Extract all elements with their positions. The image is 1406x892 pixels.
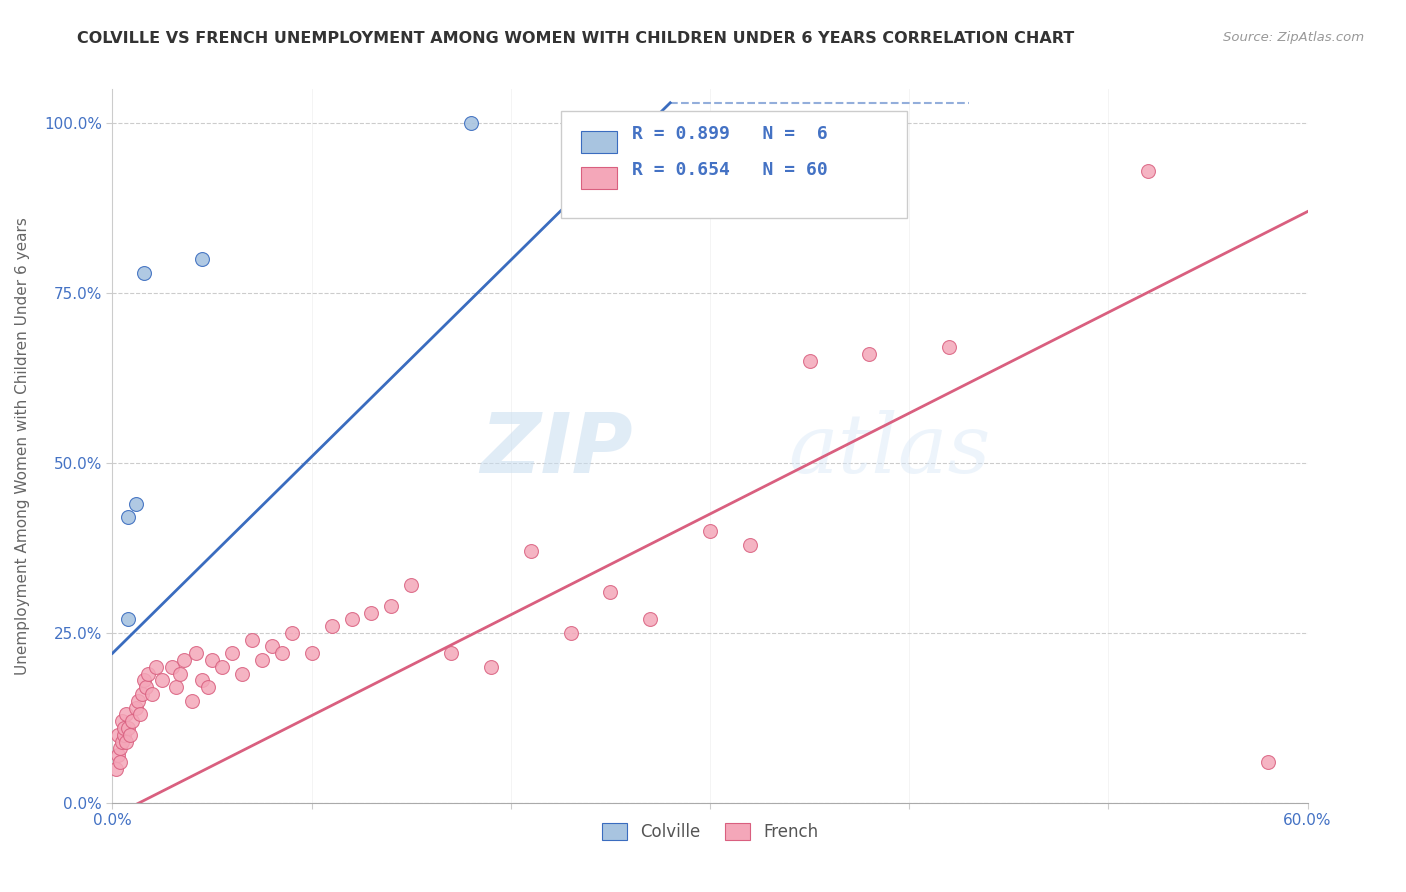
Point: [111, 714, 134, 729]
Bar: [581, 167, 617, 189]
Point: [301, 646, 323, 660]
Text: Source: ZipAtlas.com: Source: ZipAtlas.com: [1223, 31, 1364, 45]
Point: [401, 578, 423, 592]
Point: [173, 653, 195, 667]
Point: [938, 341, 960, 355]
Point: [799, 354, 821, 368]
Point: [110, 741, 132, 756]
Point: [599, 585, 621, 599]
Point: [138, 666, 160, 681]
Point: [117, 721, 139, 735]
Point: [121, 714, 143, 729]
Point: [699, 524, 721, 538]
Point: [560, 626, 582, 640]
Point: [281, 626, 304, 640]
Point: [211, 660, 233, 674]
Point: [440, 646, 463, 660]
Point: [231, 666, 253, 681]
Point: [107, 748, 129, 763]
Point: [134, 673, 156, 688]
Legend: Colville, French: Colville, French: [595, 816, 825, 848]
Point: [135, 680, 157, 694]
Point: [129, 707, 152, 722]
FancyBboxPatch shape: [561, 111, 907, 218]
Point: [321, 619, 343, 633]
Point: [360, 606, 382, 620]
Point: [111, 734, 134, 748]
Point: [127, 694, 149, 708]
Point: [738, 537, 761, 551]
Point: [479, 660, 502, 674]
Text: atlas: atlas: [787, 409, 990, 490]
Point: [114, 721, 135, 735]
Text: R = 0.899   N =  6: R = 0.899 N = 6: [633, 125, 828, 143]
Point: [221, 646, 243, 660]
Text: COLVILLE VS FRENCH UNEMPLOYMENT AMONG WOMEN WITH CHILDREN UNDER 6 YEARS CORRELAT: COLVILLE VS FRENCH UNEMPLOYMENT AMONG WO…: [77, 31, 1074, 46]
Point: [1137, 163, 1160, 178]
Point: [165, 680, 187, 694]
Point: [460, 116, 482, 130]
Point: [145, 660, 167, 674]
Point: [141, 687, 163, 701]
Point: [162, 660, 183, 674]
Point: [114, 728, 135, 742]
Point: [181, 694, 204, 708]
Point: [380, 599, 402, 613]
Point: [150, 673, 173, 688]
Point: [110, 755, 132, 769]
Point: [105, 762, 128, 776]
Y-axis label: Unemployment Among Women with Children Under 6 years: Unemployment Among Women with Children U…: [15, 217, 30, 675]
Point: [520, 544, 543, 558]
Point: [107, 728, 129, 742]
Point: [169, 666, 191, 681]
Point: [1257, 755, 1279, 769]
Point: [117, 612, 139, 626]
Point: [191, 673, 214, 688]
Text: R = 0.654   N = 60: R = 0.654 N = 60: [633, 161, 828, 178]
Point: [240, 632, 263, 647]
Point: [197, 680, 219, 694]
Point: [201, 653, 224, 667]
Point: [858, 347, 880, 361]
Point: [125, 700, 148, 714]
Point: [340, 612, 363, 626]
Point: [125, 497, 148, 511]
Point: [250, 653, 273, 667]
Point: [115, 734, 138, 748]
Point: [640, 612, 662, 626]
Point: [131, 687, 153, 701]
Point: [260, 640, 283, 654]
Point: [120, 728, 142, 742]
Bar: [581, 131, 617, 153]
Point: [270, 646, 292, 660]
Point: [134, 266, 156, 280]
Text: ZIP: ZIP: [479, 409, 633, 490]
Point: [117, 510, 139, 524]
Point: [191, 252, 214, 266]
Point: [186, 646, 208, 660]
Point: [115, 707, 138, 722]
